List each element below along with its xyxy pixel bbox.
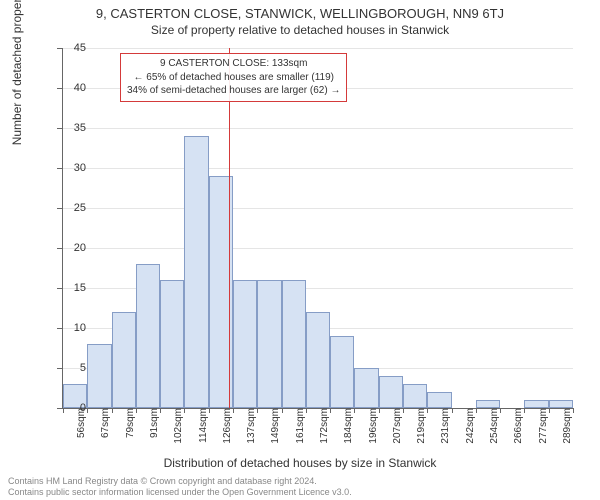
gridline [63,168,573,169]
chart-container: 9, CASTERTON CLOSE, STANWICK, WELLINGBOR… [0,0,600,500]
y-tick-label: 40 [74,82,86,94]
x-tick [209,408,210,413]
x-tick-label: 196sqm [368,408,379,444]
gridline [63,128,573,129]
x-tick-label: 231sqm [440,408,451,444]
reference-line [229,48,230,408]
x-tick-label: 91sqm [149,408,160,438]
x-tick [160,408,161,413]
histogram-bar [403,384,427,408]
histogram-bar [549,400,573,408]
x-tick [63,408,64,413]
x-tick [233,408,234,413]
x-tick [403,408,404,413]
x-tick-label: 79sqm [125,408,136,438]
x-tick [184,408,185,413]
x-tick-label: 242sqm [465,408,476,444]
y-tick [57,288,63,289]
x-tick [306,408,307,413]
footer-line-1: Contains HM Land Registry data © Crown c… [8,476,352,487]
x-tick [452,408,453,413]
histogram-bar [306,312,330,408]
x-tick-label: 114sqm [198,408,209,443]
y-tick-label: 35 [74,122,86,134]
y-tick [57,328,63,329]
x-tick-label: 254sqm [489,408,500,444]
y-tick-label: 25 [74,202,86,214]
y-tick [57,128,63,129]
x-tick-label: 161sqm [295,408,306,444]
x-tick-label: 137sqm [246,408,257,444]
y-tick [57,248,63,249]
histogram-bar [330,336,354,408]
histogram-bar [87,344,111,408]
y-tick [57,88,63,89]
x-tick-label: 219sqm [416,408,427,444]
x-tick-label: 172sqm [319,408,330,444]
x-tick [282,408,283,413]
histogram-bar [257,280,281,408]
x-tick-label: 67sqm [100,408,111,438]
histogram-bar [379,376,403,408]
chart-plot-area: 56sqm67sqm79sqm91sqm102sqm114sqm126sqm13… [62,48,573,409]
histogram-bar [233,280,257,408]
y-tick-label: 30 [74,162,86,174]
x-tick [136,408,137,413]
x-tick-label: 207sqm [392,408,403,444]
y-tick-label: 45 [74,42,86,54]
x-tick-label: 149sqm [270,408,281,444]
x-tick [354,408,355,413]
y-tick-label: 0 [80,402,86,414]
footer-attribution: Contains HM Land Registry data © Crown c… [8,476,352,499]
x-axis-title: Distribution of detached houses by size … [0,456,600,470]
annotation-line: ← 65% of detached houses are smaller (11… [127,71,340,85]
footer-line-2: Contains public sector information licen… [8,487,352,498]
gridline [63,248,573,249]
x-tick [87,408,88,413]
x-tick [549,408,550,413]
histogram-bar [427,392,451,408]
y-axis-title: Number of detached properties [10,0,24,145]
x-tick [573,408,574,413]
x-tick-label: 126sqm [222,408,233,444]
x-tick [379,408,380,413]
y-tick [57,208,63,209]
gridline [63,48,573,49]
annotation-box: 9 CASTERTON CLOSE: 133sqm← 65% of detach… [120,53,347,102]
x-tick-label: 184sqm [343,408,354,444]
y-tick-label: 20 [74,242,86,254]
histogram-bar [476,400,500,408]
x-tick [500,408,501,413]
x-tick-label: 277sqm [538,408,549,444]
page-title: 9, CASTERTON CLOSE, STANWICK, WELLINGBOR… [0,0,600,21]
y-tick-label: 15 [74,282,86,294]
y-tick [57,368,63,369]
x-tick [112,408,113,413]
x-tick-label: 289sqm [562,408,573,444]
annotation-line: 34% of semi-detached houses are larger (… [127,84,340,98]
annotation-line: 9 CASTERTON CLOSE: 133sqm [127,57,340,71]
x-tick [476,408,477,413]
y-tick-label: 5 [80,362,86,374]
histogram-bar [524,400,548,408]
histogram-bar [184,136,208,408]
x-tick [257,408,258,413]
histogram-bar [282,280,306,408]
gridline [63,208,573,209]
x-tick [524,408,525,413]
x-tick-label: 266sqm [513,408,524,444]
histogram-bar [136,264,160,408]
page-subtitle: Size of property relative to detached ho… [0,21,600,37]
x-tick-label: 102sqm [173,408,184,444]
histogram-bar [160,280,184,408]
y-tick [57,168,63,169]
histogram-bar [112,312,136,408]
histogram-bar [354,368,378,408]
x-tick [330,408,331,413]
y-tick-label: 10 [74,322,86,334]
x-tick [427,408,428,413]
y-tick [57,48,63,49]
